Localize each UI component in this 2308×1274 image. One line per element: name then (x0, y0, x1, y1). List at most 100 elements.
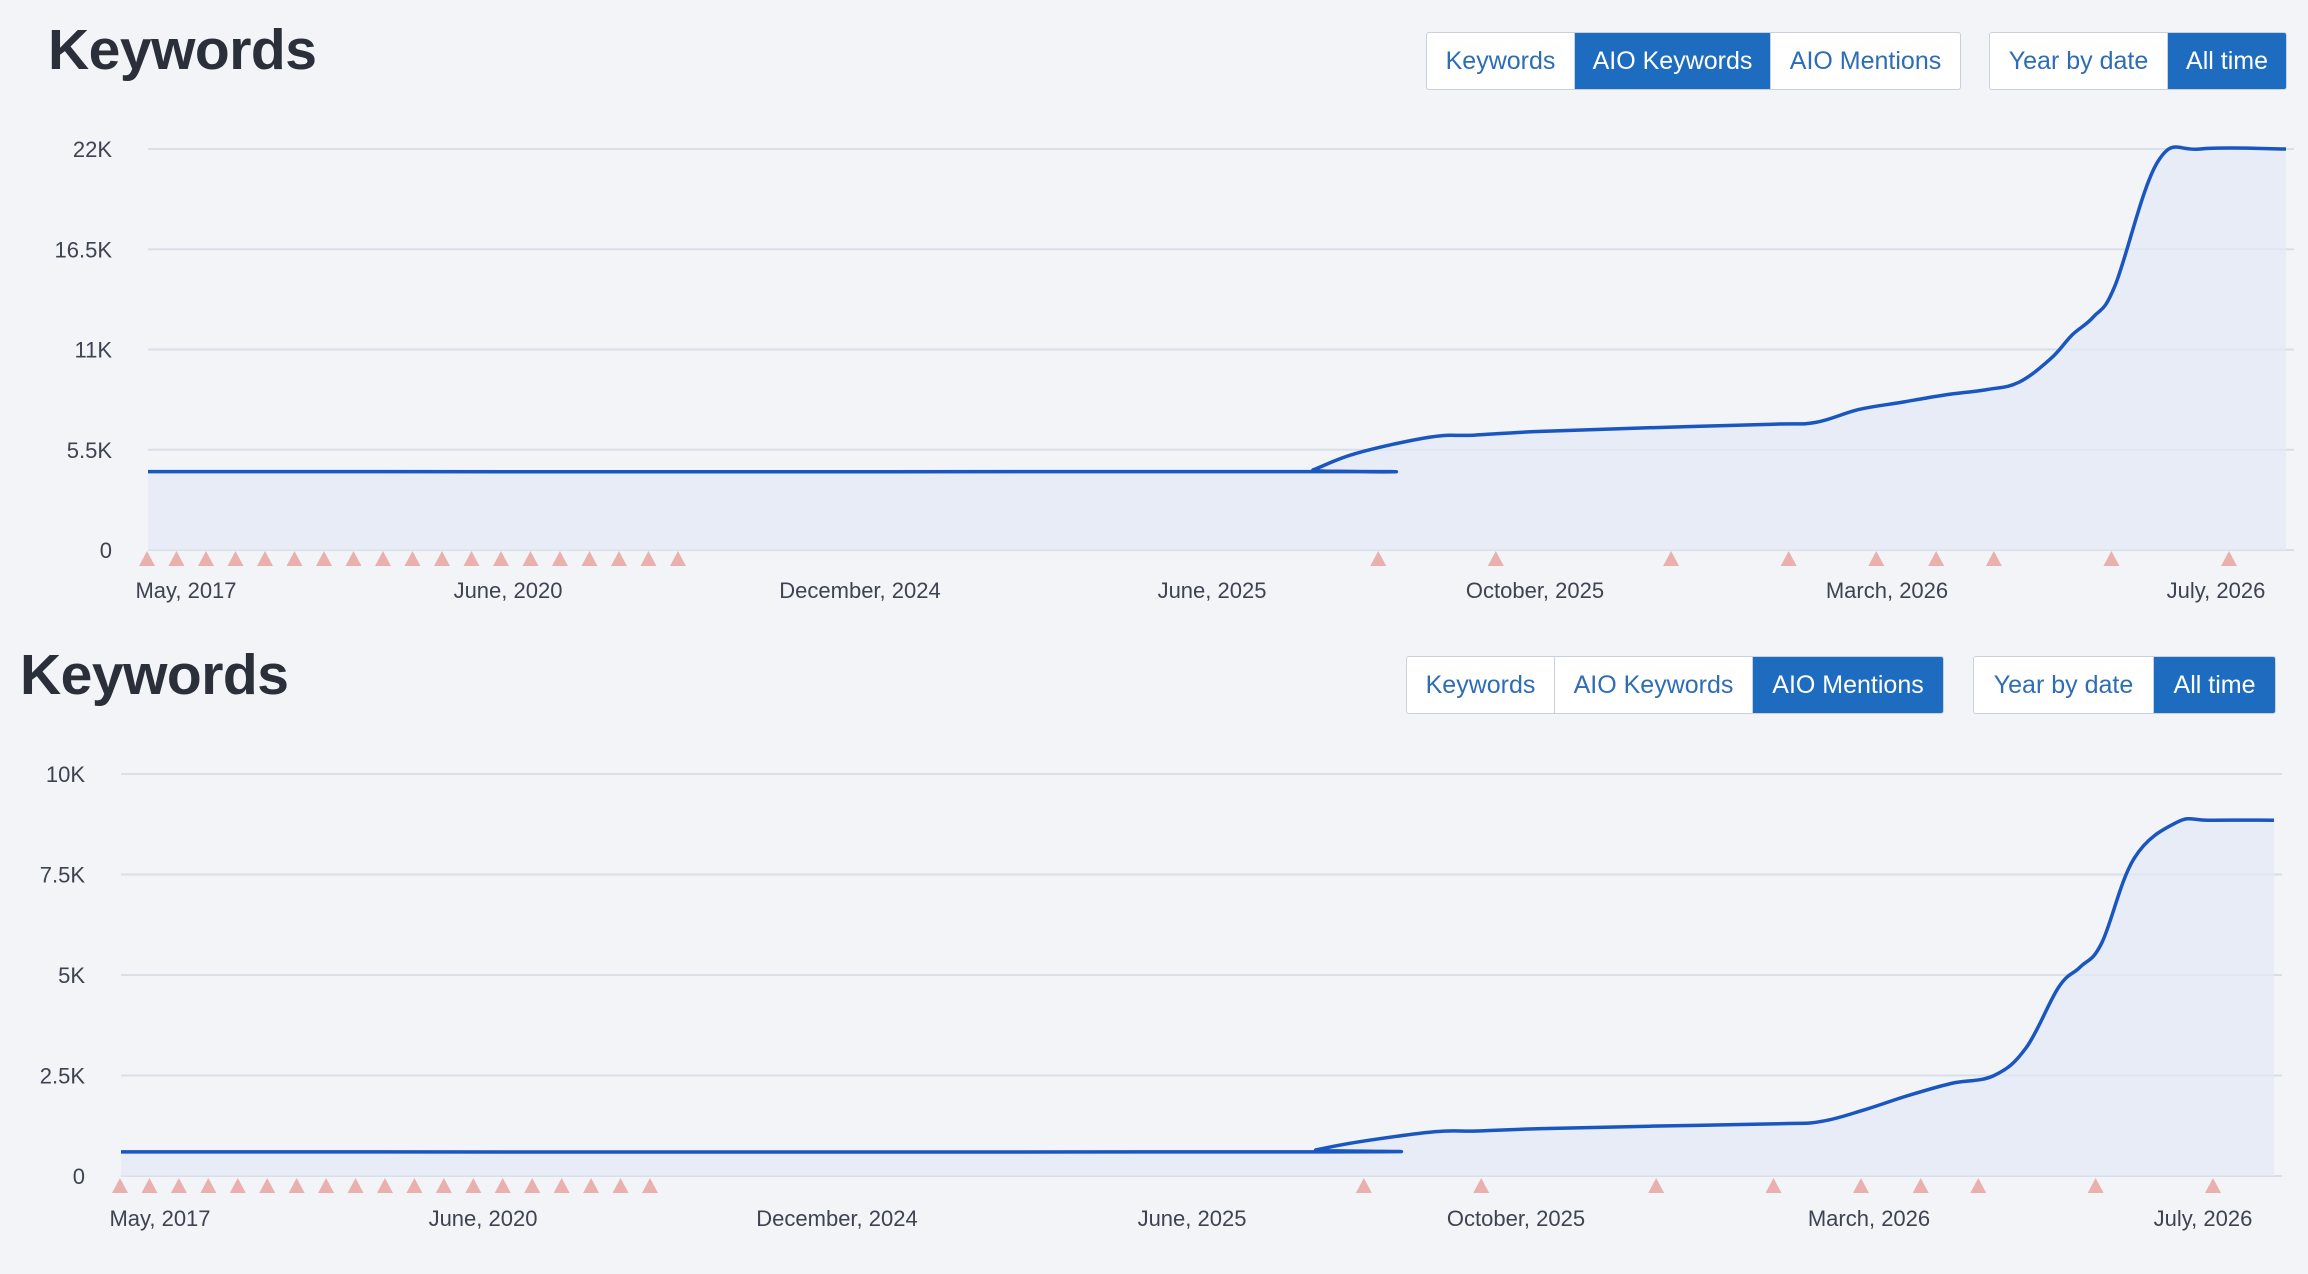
x-tick-label: December, 2024 (779, 578, 940, 603)
event-marker[interactable] (1370, 551, 1387, 566)
event-marker[interactable] (1852, 1178, 1869, 1193)
event-marker[interactable] (1928, 551, 1945, 566)
event-marker[interactable] (641, 1178, 658, 1193)
event-marker[interactable] (669, 551, 686, 566)
event-marker[interactable] (200, 1178, 217, 1193)
tab-aio-mentions[interactable]: AIO Mentions (1789, 46, 1942, 75)
tab-keywords[interactable]: Keywords (1427, 33, 1575, 89)
event-marker[interactable] (170, 1178, 187, 1193)
event-marker[interactable] (404, 551, 421, 566)
event-marker[interactable] (406, 1178, 423, 1193)
event-marker[interactable] (494, 1178, 511, 1193)
event-marker[interactable] (524, 1178, 541, 1193)
y-tick-label: 16.5K (55, 237, 113, 262)
tab-keywords[interactable]: Keywords (1407, 657, 1555, 713)
tab-aio-mentions[interactable]: AIO Mentions (1753, 657, 1943, 713)
tab-all-time[interactable]: All time (2168, 33, 2286, 89)
x-tick-label: October, 2025 (1466, 578, 1604, 603)
x-tick-label: March, 2026 (1826, 578, 1948, 603)
event-marker[interactable] (612, 1178, 629, 1193)
y-tick-label: 0 (73, 1164, 85, 1189)
event-marker[interactable] (2103, 551, 2120, 566)
event-marker[interactable] (1355, 1178, 1372, 1193)
event-marker[interactable] (229, 1178, 246, 1193)
event-marker[interactable] (1648, 1178, 1665, 1193)
y-tick-label: 5K (58, 963, 85, 988)
event-marker[interactable] (581, 551, 598, 566)
series-line (120, 816, 2275, 1154)
event-marker[interactable] (227, 551, 244, 566)
event-marker[interactable] (463, 551, 480, 566)
event-marker[interactable] (1765, 1178, 1782, 1193)
event-marker[interactable] (640, 551, 657, 566)
event-marker[interactable] (318, 1178, 335, 1193)
event-marker[interactable] (1985, 551, 2002, 566)
x-tick-label: June, 2020 (454, 578, 563, 603)
event-marker[interactable] (1912, 1178, 1929, 1193)
line-chart: 0 2.5K 5K 7.5K 10K May, 2017 June, 2020 Decembe… (40, 762, 2282, 1231)
x-tick-label: October, 2025 (1447, 1206, 1585, 1231)
tab-year-by-date[interactable]: Year by date (1990, 33, 2168, 89)
line-chart: 0 5.5K 11K 16.5K 22K May, 2017 June, 2020 Decem… (55, 137, 2294, 603)
y-tick-label: 5.5K (67, 438, 113, 463)
event-marker[interactable] (256, 551, 273, 566)
event-marker[interactable] (2087, 1178, 2104, 1193)
event-marker[interactable] (551, 551, 568, 566)
y-tick-label: 22K (73, 137, 112, 162)
event-marker[interactable] (583, 1178, 600, 1193)
event-marker[interactable] (553, 1178, 570, 1193)
event-marker[interactable] (288, 1178, 305, 1193)
event-marker[interactable] (345, 551, 362, 566)
event-marker[interactable] (2205, 1178, 2221, 1193)
period-toggle: Year by date All time (1973, 656, 2276, 714)
tab-aio-keywords[interactable]: AIO Keywords (1555, 657, 1753, 713)
x-tick-label: June, 2025 (1158, 578, 1267, 603)
event-marker[interactable] (2221, 551, 2237, 566)
y-tick-label: 2.5K (40, 1064, 86, 1089)
event-marker[interactable] (610, 551, 627, 566)
event-marker[interactable] (465, 1178, 482, 1193)
event-marker[interactable] (435, 1178, 452, 1193)
x-tick-label: May, 2017 (109, 1206, 210, 1231)
event-marker[interactable] (1663, 551, 1680, 566)
tab-aio-keywords[interactable]: AIO Keywords (1575, 33, 1771, 89)
event-marker[interactable] (376, 1178, 393, 1193)
tab-year-by-date[interactable]: Year by date (1974, 657, 2154, 713)
event-marker[interactable] (197, 551, 214, 566)
y-tick-label: 0 (100, 538, 112, 563)
series-area (121, 818, 2274, 1176)
event-marker[interactable] (1868, 551, 1885, 566)
event-marker[interactable] (374, 551, 391, 566)
event-marker[interactable] (168, 551, 185, 566)
x-tick-label: June, 2025 (1138, 1206, 1247, 1231)
metric-toggle: Keywords AIO Keywords AIO Mentions (1406, 656, 1944, 714)
chart-panel-aio-keywords: Keywords Keywords AIO Keywords AIO Menti… (0, 0, 2308, 625)
event-marker[interactable] (433, 551, 450, 566)
panel-title: Keywords (48, 18, 317, 82)
event-marker[interactable] (1780, 551, 1797, 566)
event-marker[interactable] (286, 551, 303, 566)
event-marker[interactable] (492, 551, 509, 566)
event-marker[interactable] (1970, 1178, 1987, 1193)
y-tick-label: 7.5K (40, 863, 86, 888)
x-tick-label: July, 2026 (2154, 1206, 2253, 1231)
series-line (147, 145, 2287, 474)
event-marker[interactable] (315, 551, 332, 566)
event-marker[interactable] (522, 551, 539, 566)
x-tick-label: July, 2026 (2167, 578, 2266, 603)
event-marker[interactable] (347, 1178, 364, 1193)
x-tick-label: June, 2020 (429, 1206, 538, 1231)
event-marker[interactable] (259, 1178, 276, 1193)
event-marker[interactable] (139, 551, 155, 566)
chart-panel-aio-mentions: Keywords Keywords AIO Keywords AIO Menti… (0, 625, 2308, 1274)
event-marker[interactable] (1487, 551, 1504, 566)
period-toggle: Year by date All time (1989, 32, 2287, 90)
panel-title: Keywords (20, 643, 289, 707)
tab-all-time[interactable]: All time (2154, 657, 2275, 713)
event-marker[interactable] (1473, 1178, 1490, 1193)
event-marker[interactable] (141, 1178, 158, 1193)
x-tick-label: March, 2026 (1808, 1206, 1930, 1231)
event-marker[interactable] (112, 1178, 128, 1193)
x-tick-label: May, 2017 (135, 578, 236, 603)
y-tick-label: 11K (74, 338, 112, 363)
